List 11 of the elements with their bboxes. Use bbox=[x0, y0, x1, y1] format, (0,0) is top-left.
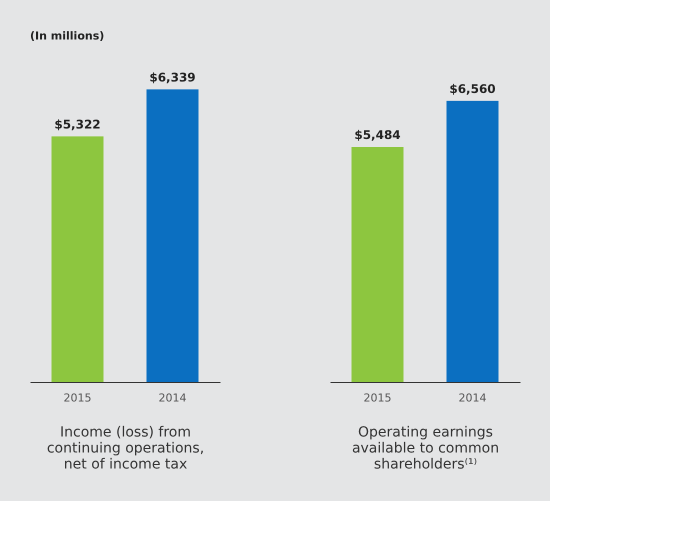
x-tick-label: 2014 bbox=[458, 392, 486, 404]
x-axis-title: Operating earnings available to common shareholders⁽¹⁾ bbox=[352, 424, 500, 472]
x-axis-title: Income (loss) from continuing operations, net of income tax bbox=[46, 424, 204, 472]
x-tick-label: 2015 bbox=[64, 392, 92, 404]
data-label: $5,322 bbox=[54, 117, 101, 132]
data-label: $6,339 bbox=[149, 70, 196, 84]
data-label: $5,484 bbox=[354, 128, 401, 142]
data-label: $6,560 bbox=[449, 82, 496, 96]
chart-title: (In millions) bbox=[30, 29, 104, 42]
x-tick-label: 2015 bbox=[364, 392, 392, 404]
x-tick-label: 2014 bbox=[158, 392, 186, 404]
